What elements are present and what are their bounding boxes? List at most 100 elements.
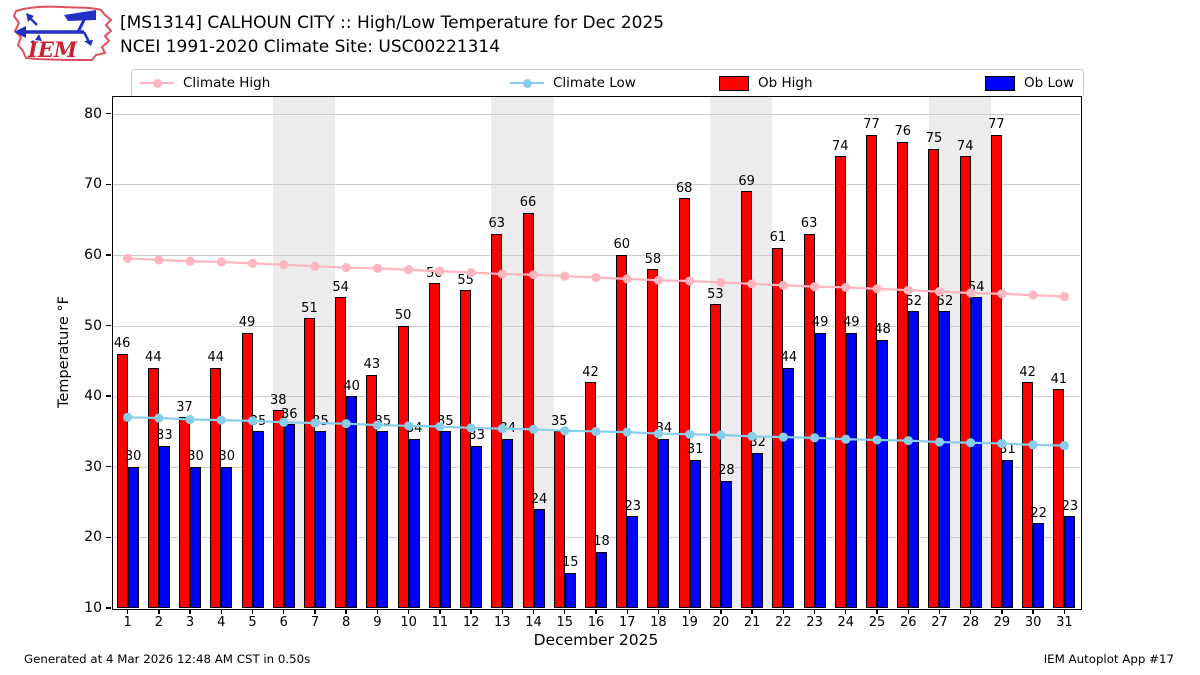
ob-high-value-label: 76 <box>894 124 912 140</box>
climate-low-marker <box>435 421 445 432</box>
x-tick-label: 21 <box>743 615 761 630</box>
logo-text: IEM <box>27 37 78 62</box>
ob-high-value-label: 60 <box>613 237 630 253</box>
x-tick-mark <box>126 609 129 614</box>
x-tick-label: 18 <box>650 615 667 630</box>
x-tick-mark <box>1063 609 1066 614</box>
bar-ob-low-day-3 <box>190 466 202 608</box>
bar-ob-high-day-15 <box>553 431 565 608</box>
climate-high-marker <box>685 276 695 286</box>
ob-high-value-label: 58 <box>644 251 662 267</box>
climate-high-marker <box>778 280 788 290</box>
climate-low-marker <box>747 431 757 441</box>
bar-ob-high-day-28 <box>959 156 971 608</box>
climate-high-marker <box>997 289 1007 299</box>
x-tick-label: 24 <box>837 615 855 630</box>
x-tick-label: 6 <box>279 615 288 630</box>
x-tick-label: 2 <box>154 615 163 630</box>
bar-ob-high-day-20 <box>709 304 721 608</box>
ob-low-value-label: 44 <box>780 350 798 366</box>
bar-ob-low-day-10 <box>408 438 420 608</box>
ob-low-value-label: 30 <box>124 449 142 465</box>
ob-high-value-label: 50 <box>394 308 412 324</box>
legend-item-ob-high: Ob High <box>719 70 813 96</box>
x-tick-label: 30 <box>1024 615 1042 630</box>
bar-ob-low-day-6 <box>283 424 295 608</box>
x-tick-label: 17 <box>618 615 636 630</box>
x-tick-label: 13 <box>494 615 511 630</box>
x-tick-label: 8 <box>342 615 351 630</box>
bar-ob-low-day-11 <box>439 431 451 608</box>
ob-high-value-label: 68 <box>675 180 693 196</box>
bar-ob-low-day-19 <box>689 459 701 608</box>
ob-low-value-label: 52 <box>905 293 923 309</box>
bar-ob-low-day-25 <box>877 339 889 608</box>
climate-low-marker <box>372 420 383 430</box>
ob-high-value-label: 63 <box>800 216 818 232</box>
y-tick-mark <box>106 254 111 256</box>
climate-high-marker <box>1059 291 1069 302</box>
x-tick-mark <box>564 609 566 614</box>
climate-low-marker <box>872 435 882 445</box>
x-tick-mark <box>470 609 472 614</box>
bar-ob-low-day-2 <box>158 445 170 608</box>
ob-high-value-label: 35 <box>550 413 568 429</box>
x-tick-mark <box>158 609 160 614</box>
gridline <box>112 537 1080 539</box>
bar-ob-high-day-21 <box>741 191 753 608</box>
ob-high-value-label: 61 <box>769 230 787 246</box>
legend-label: Climate High <box>183 75 271 91</box>
climate-high-marker <box>560 271 570 281</box>
climate-high-marker <box>404 265 414 275</box>
x-tick-label: 15 <box>556 615 574 630</box>
x-tick-label: 31 <box>1056 615 1073 630</box>
x-tick-label: 22 <box>775 615 792 630</box>
climate-high-marker <box>279 260 289 270</box>
climate-low-marker <box>528 424 539 434</box>
x-tick-label: 23 <box>806 615 823 630</box>
climate-low-marker <box>622 427 632 437</box>
bar-ob-high-day-24 <box>834 156 846 608</box>
x-tick-mark <box>720 609 722 614</box>
climate-low-marker <box>653 428 664 439</box>
ob-low-value-label: 23 <box>1061 498 1079 514</box>
x-tick-label: 10 <box>400 615 417 630</box>
bar-ob-high-day-19 <box>678 198 690 608</box>
y-tick-label: 30 <box>84 458 102 475</box>
iem-logo: IEM <box>12 5 113 62</box>
x-tick-mark <box>283 609 285 614</box>
climate-low-marker <box>778 432 788 442</box>
climate-lines-overlay <box>123 253 1069 451</box>
climate-high-marker <box>903 285 913 295</box>
ob-high-value-label: 69 <box>738 173 755 189</box>
x-tick-mark <box>220 609 222 614</box>
bar-ob-low-day-27 <box>939 311 951 608</box>
bar-ob-low-day-22 <box>783 367 795 608</box>
climate-low-marker <box>341 419 351 429</box>
bar-ob-high-day-30 <box>1022 382 1034 608</box>
bar-ob-high-day-4 <box>210 367 222 608</box>
climate-high-marker <box>466 267 476 278</box>
ob-high-value-label: 74 <box>832 138 849 154</box>
climate-low-marker <box>247 416 258 426</box>
climate-high-marker <box>216 257 226 267</box>
climate-high-marker <box>435 266 445 276</box>
y-tick-mark <box>106 466 111 468</box>
bar-ob-low-day-30 <box>1033 523 1045 608</box>
ob-high-value-label: 38 <box>269 392 287 408</box>
bar-ob-low-day-21 <box>752 452 764 608</box>
x-tick-label: 11 <box>431 615 449 630</box>
y-tick-mark <box>106 183 111 185</box>
ob-high-value-label: 63 <box>488 216 506 232</box>
bar-ob-high-day-14 <box>522 212 534 608</box>
x-tick-label: 3 <box>185 615 195 630</box>
climate-low-marker <box>903 436 913 446</box>
y-tick-label: 50 <box>84 317 102 334</box>
y-tick-label: 60 <box>84 246 102 263</box>
climate-low-marker <box>1059 440 1069 451</box>
climate-low-marker <box>809 433 820 443</box>
bar-ob-high-day-5 <box>241 332 253 608</box>
ob-low-value-label: 52 <box>936 293 954 309</box>
x-tick-mark <box>970 609 972 614</box>
legend-item-climate-high: Climate High <box>140 70 270 96</box>
